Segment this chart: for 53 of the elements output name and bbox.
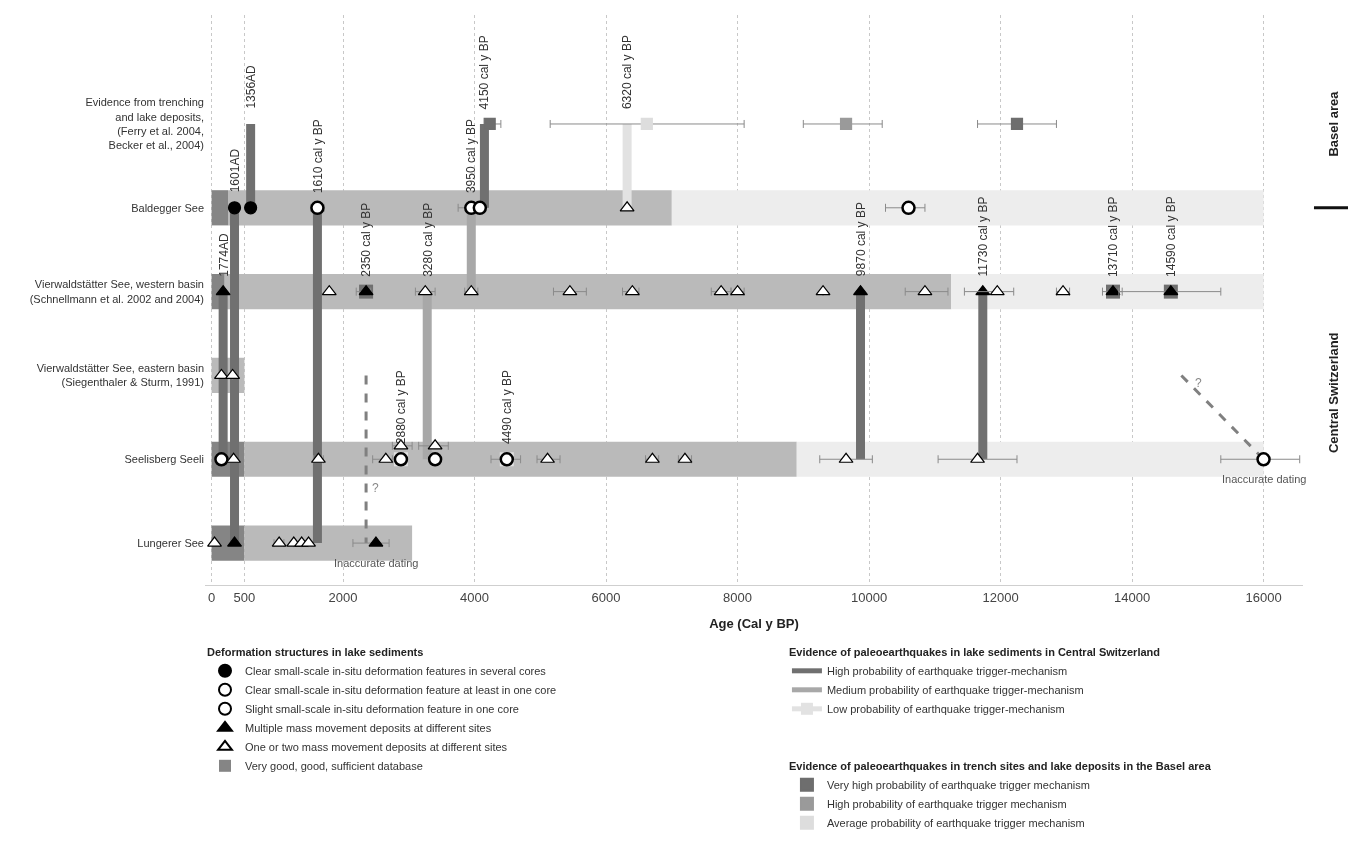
legend-label: Very high probability of earthquake trigger mechanism: [826, 779, 1090, 792]
legend-label: Very good, good, sufficient database: [245, 760, 423, 773]
legend-label: Low probability of earthquake trigger-mechanism: [826, 703, 1065, 716]
legend-label: Slight small-scale in-situ deformation feature in one core: [245, 703, 519, 716]
annotation: 1610 cal y BP: [310, 119, 325, 194]
x-tick-label: 12000: [982, 589, 1019, 605]
annotation: 11730 cal y BP: [976, 196, 991, 277]
y-tick-label: Baldegger See: [131, 201, 204, 214]
annotation: ?: [372, 481, 379, 495]
annotation: 1601AD: [227, 148, 242, 193]
text: Evidence of paleoearthquakes in trench sites and lake deposits in the Basel area: [788, 760, 1211, 773]
annotation: 14590 cal y BP: [1163, 196, 1178, 277]
annotation: ?: [1195, 376, 1202, 390]
y-tick-label: Lungerer See: [137, 536, 204, 549]
text: Central Switzerland: [1326, 332, 1342, 454]
text: Deformation structures in lake sediments: [207, 646, 424, 659]
legend-label: High probability of earthquake trigger mechanism: [826, 798, 1067, 811]
legend-label: Medium probability of earthquake trigger-mechanism: [826, 684, 1084, 697]
annotation: 2350 cal y BP: [359, 202, 374, 277]
x-tick-label: 2000: [328, 589, 358, 605]
x-tick-label: 0: [207, 589, 216, 605]
y-tick-label: Seelisberg Seeli: [124, 453, 204, 466]
annotation: 4150 cal y BP: [477, 35, 492, 110]
x-tick-label: 8000: [723, 589, 753, 605]
y-tick-label: Vierwaldstätter See, western basin (Schnellmann et al. 2002 and 2004): [29, 278, 204, 305]
text: Evidence of paleoearthquakes in lake sediments in Central Switzerland: [788, 646, 1160, 659]
x-tick-label: 10000: [850, 589, 888, 605]
legend-label: Clear small-scale in-situ deformation features in several cores: [245, 665, 547, 678]
x-tick-label: 14000: [1113, 589, 1151, 605]
annotation: 4490 cal y BP: [499, 370, 514, 445]
legend-label: One or two mass movement deposits at different sites: [245, 741, 508, 754]
annotation: Inaccurate dating: [1222, 473, 1307, 485]
x-tick-label: 500: [233, 589, 256, 605]
x-tick-label: 6000: [591, 589, 621, 605]
x-tick-label: 16000: [1245, 589, 1282, 605]
x-axis-title: Age (Cal y BP): [709, 616, 799, 632]
y-tick-label: Evidence from trenching and lake deposits, (Ferry et al. 2004, Becker et al., 2004): [85, 96, 204, 152]
x-tick-label: 4000: [460, 589, 490, 605]
legend-label: Average probability of earthquake trigger mechanism: [826, 817, 1085, 830]
text: Basel area: [1325, 90, 1341, 157]
legend-label: Multiple mass movement deposits at different sites: [245, 722, 492, 735]
legend-label: Clear small-scale in-situ deformation feature at least in one core: [245, 684, 557, 697]
annotation: 1356AD: [243, 64, 258, 109]
annotation: 1774AD: [216, 233, 231, 277]
legend-label: High probability of earthquake trigger-mechanism: [826, 665, 1068, 678]
annotation: 3280 cal y BP: [420, 202, 435, 277]
annotation: 2880 cal y BP: [393, 370, 408, 445]
y-tick-label: Vierwaldstätter See, eastern basin (Siegenthaler & Sturm, 1991): [36, 362, 204, 389]
annotation: 6320 cal y BP: [620, 35, 635, 110]
annotation: Inaccurate dating: [334, 557, 419, 569]
annotation: 13710 cal y BP: [1105, 196, 1120, 278]
annotation: 9870 cal y BP: [853, 202, 868, 277]
annotation: 3950 cal y BP: [464, 119, 479, 194]
